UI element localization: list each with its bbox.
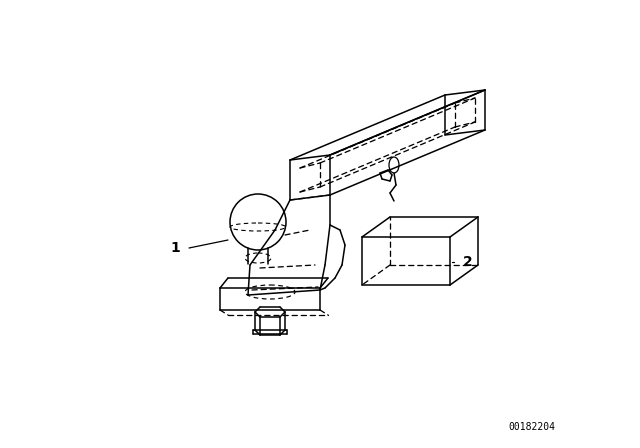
Text: 2: 2 <box>463 255 473 269</box>
Text: 1: 1 <box>170 241 180 255</box>
Text: 00182204: 00182204 <box>508 422 555 432</box>
